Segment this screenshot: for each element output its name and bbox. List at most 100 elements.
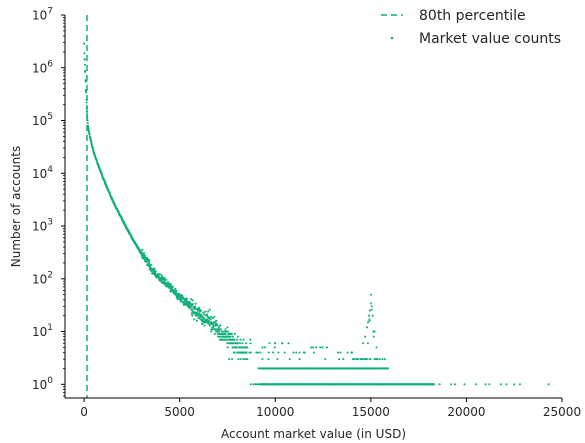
data-point [83,52,86,55]
data-point [259,351,262,354]
data-point [321,346,324,349]
data-point [312,346,315,349]
data-point [312,351,316,354]
data-point [112,199,115,203]
data-point [375,358,378,361]
data-point [211,317,214,320]
y-tick-label: 106 [32,59,53,75]
data-point [518,383,521,386]
data-point [242,358,245,361]
x-tick-label: 25000 [543,405,581,419]
data-point [276,358,279,361]
data-point [295,351,298,354]
data-point [212,322,215,325]
data-point [353,358,356,361]
data-point [158,273,161,276]
data-point [326,346,329,349]
data-point [221,330,224,333]
data-point [117,210,120,213]
data-point [153,269,156,272]
data-point [351,358,354,361]
data-point [339,351,342,354]
data-point [257,351,260,354]
data-point [547,383,550,386]
data-point [239,358,242,361]
data-point [89,137,92,140]
data-point [224,328,227,331]
data-point [319,346,322,349]
data-point [85,101,88,104]
data-point [261,358,264,361]
data-point [386,367,390,370]
data-point [362,342,365,345]
data-point [191,308,194,311]
data-point [235,346,238,349]
data-point [210,321,213,324]
data-point [244,342,247,345]
data-point [166,281,170,284]
data-point [208,324,211,327]
data-point [252,383,255,386]
data-point [148,262,151,265]
data-point [199,309,202,312]
data-point [213,332,216,336]
data-point [215,319,218,322]
data-point [165,278,168,281]
data-point [257,383,260,386]
data-point [219,335,223,338]
legend-percentile-label: 80th percentile [419,8,526,24]
data-point [195,319,198,322]
data-point [267,358,270,361]
x-tick-label: 0 [80,405,88,419]
data-point [190,298,193,301]
data-point [169,290,172,293]
data-point [227,330,230,333]
data-point [292,351,295,354]
data-point [365,358,369,361]
y-tick-label: 101 [32,323,53,339]
data-point [359,358,362,361]
data-point [181,295,184,298]
data-point [143,254,146,257]
data-point [368,358,371,361]
data-point [474,383,478,386]
data-point [381,358,384,361]
data-point [150,263,153,266]
y-tick-label: 107 [32,7,53,23]
data-point [160,280,163,283]
data-point [298,358,301,361]
data-point [267,351,270,354]
data-point [160,274,163,277]
data-point [141,248,144,251]
data-point [197,306,201,310]
data-point [219,324,222,327]
data-point [364,335,367,338]
data-point [372,335,375,338]
data-point [246,346,249,349]
data-point [366,321,370,324]
data-point [375,346,378,349]
data-point [143,252,146,255]
data-point [246,358,249,361]
data-point [338,358,341,361]
x-tick-label: 10000 [256,405,294,419]
data-point [213,315,216,318]
data-point [368,309,371,312]
data-point [86,113,89,116]
data-point [233,338,236,341]
data-point [228,358,231,361]
data-point [365,326,369,329]
data-point [194,305,197,308]
data-point [255,351,258,354]
data-point [203,313,206,316]
data-point [249,351,252,354]
data-point [241,342,244,345]
data-point [371,314,374,317]
data-point [130,234,133,237]
data-point [236,335,240,338]
data-point [463,383,466,386]
x-tick-label: 5000 [164,405,195,419]
data-point [234,346,237,349]
data-point [369,293,372,296]
